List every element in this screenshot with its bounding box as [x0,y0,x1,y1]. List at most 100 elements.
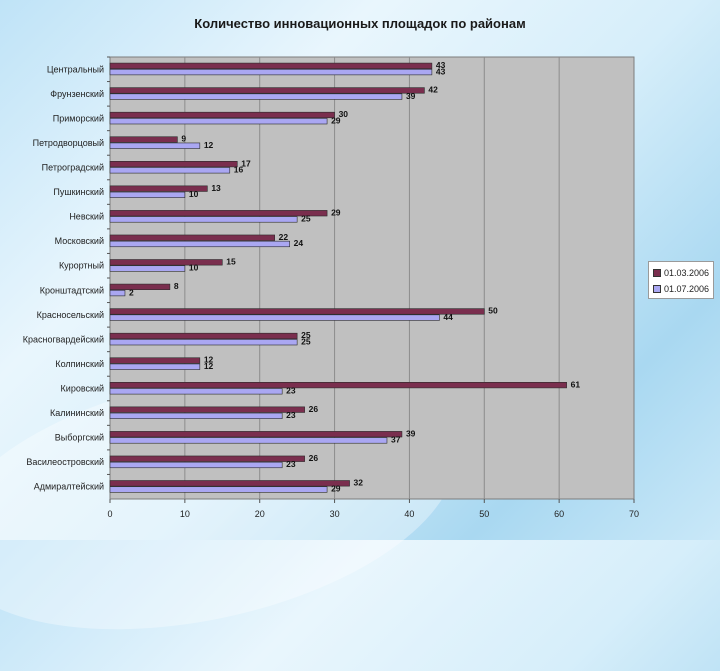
data-label-series-2: 39 [406,91,416,101]
y-tick-label: Невский [69,212,104,222]
y-tick-label: Курортный [59,261,104,271]
bar-series-1 [109,234,275,241]
data-label-series-1: 8 [174,281,179,291]
bar-series-2 [109,167,231,174]
bar-series-2 [109,118,328,125]
y-tick-label: Красногвардейский [23,334,104,344]
y-tick-label: Выборгский [55,433,104,443]
bar-series-2 [109,93,403,100]
x-tick-label: 30 [330,509,340,519]
y-tick-label: Приморский [53,113,104,123]
bar-series-1 [109,308,485,315]
y-tick-label: Колпинский [55,359,104,369]
plot-area [109,56,635,500]
legend-item-series-2: 01.07.2006 [653,281,709,297]
legend-label-series-1: 01.03.2006 [663,268,709,278]
y-tick-label: Петродворцовый [33,138,104,148]
data-label-series-2: 2 [129,287,134,297]
data-label-series-2: 10 [189,263,199,273]
bar-series-1 [109,87,425,94]
chart-title: Количество инновационных площадок по рай… [194,16,526,31]
y-tick-label: Адмиралтейский [34,482,104,492]
x-tick-label: 70 [629,509,639,519]
data-label-series-1: 17 [241,158,251,168]
data-label-series-2: 44 [443,312,453,322]
y-tick-label: Кронштадтский [40,285,104,295]
data-label-series-1: 26 [309,404,319,414]
data-label-series-2: 29 [331,115,341,125]
bar-series-2 [109,388,283,395]
y-tick-label: Фрунзенский [50,89,104,99]
data-label-series-1: 29 [331,207,341,217]
bar-series-1 [109,111,335,119]
data-label-series-2: 10 [189,189,199,199]
bar-series-2 [109,339,298,346]
data-label-series-1: 26 [309,453,319,463]
data-label-series-1: 9 [181,134,186,144]
bar-series-1 [109,62,433,69]
y-tick-label: Московский [55,236,104,246]
y-tick-label: Калининский [50,408,104,418]
bar-series-2 [109,437,388,444]
data-label-series-2: 43 [436,66,446,76]
bar-series-1 [109,210,328,217]
bar-series-1 [109,136,178,143]
bar-series-2 [109,412,283,419]
data-label-series-1: 22 [279,232,289,242]
bar-series-1 [109,480,350,487]
x-tick-label: 40 [404,509,414,519]
bar-series-1 [109,381,567,389]
legend-swatch-series-2 [653,285,661,293]
y-tick-label: Петроградский [42,163,104,173]
data-label-series-2: 25 [301,336,311,346]
bar-series-2 [109,240,290,248]
data-label-series-2: 37 [391,435,401,445]
bar-series-1 [109,431,403,438]
data-label-series-1: 61 [571,379,581,389]
data-label-series-1: 42 [428,85,438,95]
x-tick-label: 20 [255,509,265,519]
bar-series-2 [109,265,186,272]
bar-series-2 [109,461,283,469]
data-label-series-1: 39 [406,428,416,438]
y-tick-label: Центральный [47,64,104,74]
bar-series-2 [109,216,298,223]
data-label-series-1: 32 [354,478,364,488]
data-label-series-2: 12 [204,361,214,371]
y-tick-label: Кировский [61,384,104,394]
x-tick-label: 10 [180,509,190,519]
data-label-series-1: 12 [204,355,214,365]
data-label-series-1: 30 [339,109,349,119]
y-tick-label: Пушкинский [53,187,104,197]
data-label-series-2: 29 [331,484,341,494]
bar-series-1 [109,283,171,290]
legend-swatch-series-1 [653,269,661,277]
data-label-series-1: 50 [488,306,498,316]
bar-series-2 [109,68,433,76]
data-label-series-1: 43 [436,60,446,70]
bar-series-2 [109,363,201,370]
data-label-series-2: 12 [204,140,214,150]
bar-series-2 [109,142,201,149]
y-tick-label: Красносельский [37,310,104,320]
bar-series-2 [109,289,126,297]
data-label-series-2: 25 [301,214,311,224]
bar-series-1 [109,357,201,364]
bar-series-2 [109,314,440,321]
x-tick-label: 50 [479,509,489,519]
data-label-series-1: 15 [226,257,236,267]
x-tick-label: 60 [554,509,564,519]
legend: 01.03.2006 01.07.2006 [648,261,714,299]
bar-series-1 [109,161,238,168]
bar-series-1 [109,259,223,266]
data-label-series-2: 24 [294,238,304,248]
bar-series-1 [109,455,305,462]
data-label-series-1: 13 [211,183,221,193]
bar-series-2 [109,191,186,198]
bar-series-2 [109,486,328,493]
data-label-series-2: 16 [234,165,244,175]
legend-item-series-1: 01.03.2006 [653,265,709,281]
bar-series-1 [109,406,305,413]
x-tick-label: 0 [107,509,112,519]
